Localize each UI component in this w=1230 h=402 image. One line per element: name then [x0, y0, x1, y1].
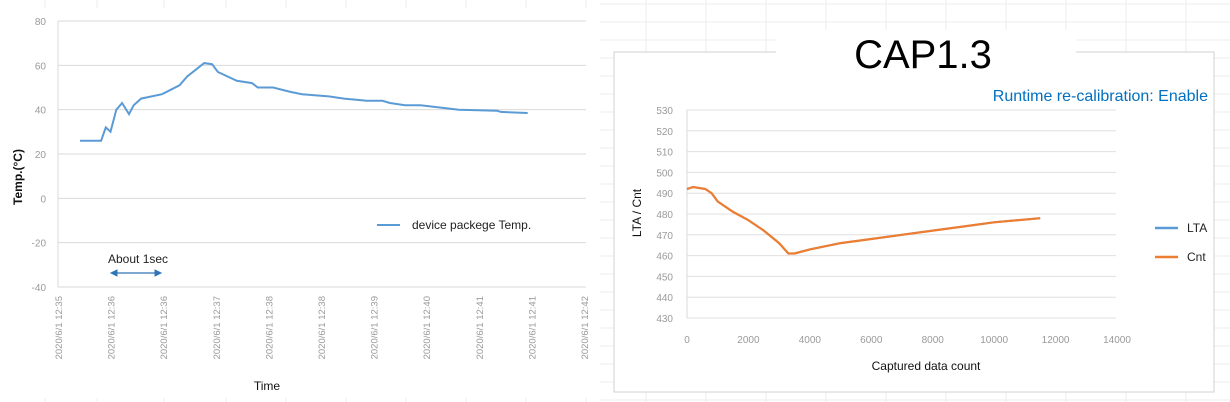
y-tick-label: 0 [40, 194, 46, 205]
x-tick-label: 2020/6/1 12:42 [580, 296, 591, 359]
y-tick-label: -20 [32, 239, 47, 250]
x-tick-label: 2020/6/1 12:36 [159, 296, 170, 359]
y-axis-label: Temp.(°C) [11, 149, 25, 205]
annotation-arrow [109, 269, 163, 277]
y-tick-label: 470 [656, 231, 673, 242]
x-tick-label: 14000 [1103, 335, 1131, 346]
x-tick-label: 0 [684, 335, 690, 346]
x-tick-label: 2020/6/1 12:41 [527, 296, 538, 359]
series-line-temp [80, 62, 528, 142]
x-tick-label: 2020/6/1 12:35 [54, 296, 65, 359]
y-tick-label: 450 [656, 272, 673, 283]
x-tick-label: 8000 [922, 335, 945, 346]
y-tick-label: 460 [656, 252, 673, 263]
y-tick-label: -40 [32, 283, 47, 294]
y-tick-label: 530 [656, 106, 673, 117]
x-tick-label: 4000 [799, 335, 822, 346]
x-tick-label: 2020/6/1 12:41 [475, 296, 486, 359]
x-axis-label: Captured data count [872, 359, 981, 373]
x-tick-label: 2000 [737, 335, 760, 346]
cap-chart: CAP1.3 Runtime re-calibration: Enable 53… [613, 30, 1215, 393]
y-axis-label: LTA / Cnt [630, 188, 644, 237]
x-tick-label: 2020/6/1 12:38 [317, 296, 328, 359]
x-tick-label: 2020/6/1 12:37 [212, 296, 223, 359]
x-tick-label: 2020/6/1 12:40 [422, 296, 433, 359]
x-tick-label: 2020/6/1 12:38 [264, 296, 275, 359]
x-axis-label: Time [254, 379, 281, 393]
x-tick-label: 2020/6/1 12:39 [370, 296, 381, 359]
legend-label-cnt: Cnt [1187, 250, 1206, 264]
y-tick-label: 430 [656, 314, 673, 325]
y-tick-label: 60 [35, 61, 47, 72]
y-tick-label: 20 [35, 150, 47, 161]
y-tick-label: 490 [656, 189, 673, 200]
y-tick-label: 520 [656, 127, 673, 138]
y-tick-label: 500 [656, 168, 673, 179]
series-line-cnt [686, 185, 1041, 255]
legend-label-temp: device packege Temp. [412, 218, 531, 232]
chart1-area [6, 8, 594, 398]
y-tick-label: 510 [656, 148, 673, 159]
chart2-area [613, 51, 1215, 393]
x-tick-label: 12000 [1042, 335, 1070, 346]
x-tick-label: 10000 [980, 335, 1008, 346]
temperature-chart: 80 60 40 20 0 -20 -40 2020/6/1 12:35 2020/6/1 1… [6, 8, 594, 398]
y-tick-label: 40 [35, 106, 47, 117]
chart-title: CAP1.3 [854, 33, 992, 77]
y-tick-label: 480 [656, 210, 673, 221]
y-tick-label: 80 [35, 17, 47, 28]
annotation-label: About 1sec [108, 252, 168, 266]
y-tick-label: 440 [656, 293, 673, 304]
x-tick-label: 2020/6/1 12:36 [107, 296, 118, 359]
chart-subtitle: Runtime re-calibration: Enable [993, 88, 1208, 105]
x-tick-label: 6000 [860, 335, 883, 346]
legend-label-lta: LTA [1187, 221, 1207, 235]
